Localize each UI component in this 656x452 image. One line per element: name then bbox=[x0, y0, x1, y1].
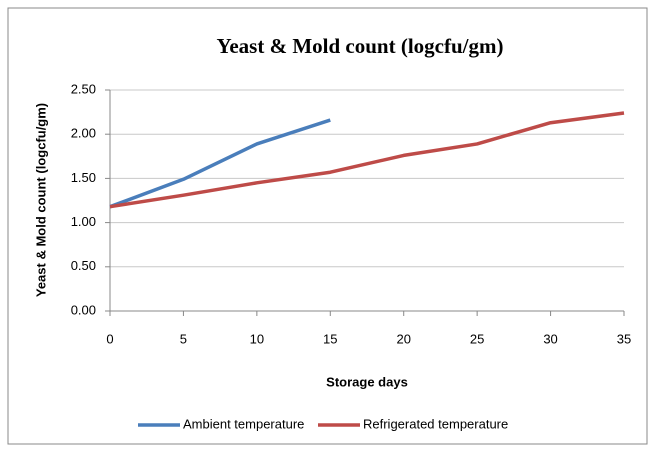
x-tick-label: 10 bbox=[250, 331, 264, 346]
legend-label: Refrigerated temperature bbox=[363, 416, 508, 431]
x-tick-label: 5 bbox=[180, 331, 187, 346]
y-tick-label: 1.50 bbox=[71, 170, 96, 185]
x-tick-label: 30 bbox=[543, 331, 557, 346]
y-tick-label: 2.50 bbox=[71, 81, 96, 96]
y-tick-label: 2.00 bbox=[71, 126, 96, 141]
legend-label: Ambient temperature bbox=[183, 416, 304, 431]
y-axis-title: Yeast & Mold count (logcfu/gm) bbox=[33, 103, 48, 297]
x-tick-label: 0 bbox=[106, 331, 113, 346]
x-axis-title: Storage days bbox=[326, 374, 408, 389]
chart-frame bbox=[7, 7, 648, 445]
y-tick-label: 0.50 bbox=[71, 258, 96, 273]
y-tick-label: 0.00 bbox=[71, 302, 96, 317]
x-tick-label: 15 bbox=[323, 331, 337, 346]
series-line bbox=[109, 111, 625, 209]
series-line bbox=[109, 118, 331, 209]
chart-title: Yeast & Mold count (logcfu/gm) bbox=[217, 34, 504, 58]
x-tick-label: 20 bbox=[396, 331, 410, 346]
x-tick-label: 35 bbox=[617, 331, 631, 346]
y-tick-label: 1.00 bbox=[71, 214, 96, 229]
x-tick-label: 25 bbox=[470, 331, 484, 346]
